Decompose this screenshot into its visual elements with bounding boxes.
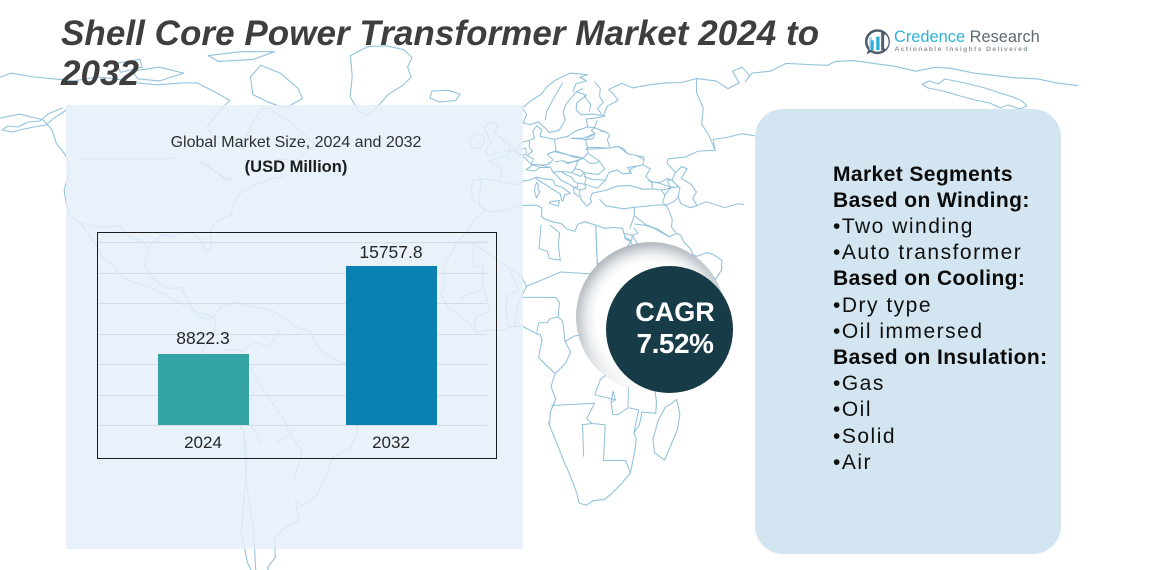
svg-text:Actionable Insights Delivered: Actionable Insights Delivered	[895, 46, 1029, 53]
svg-text:Credence Research: Credence Research	[894, 28, 1040, 46]
